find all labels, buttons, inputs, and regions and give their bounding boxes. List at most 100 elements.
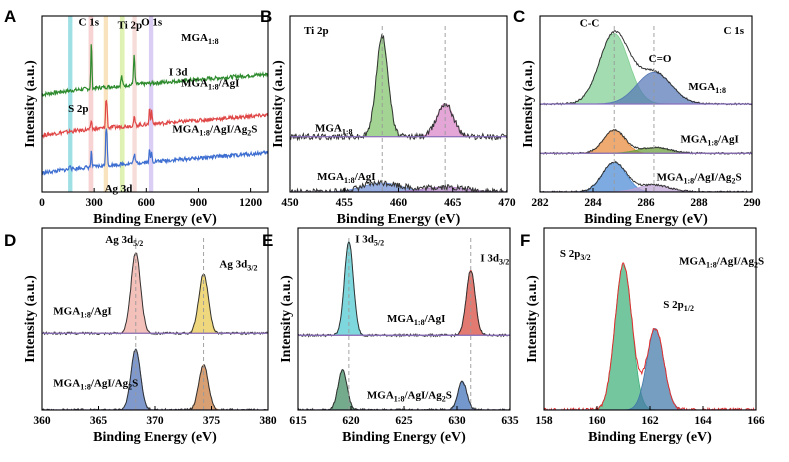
x-tick-label: 900 <box>190 197 208 209</box>
series-line <box>42 128 268 176</box>
x-tick-label: 162 <box>641 415 659 427</box>
x-tick-label: 158 <box>535 415 553 427</box>
annotation-label: Ag 3d5/2 <box>105 234 143 248</box>
panel-c: C 282 284 286 288 290 Binding Energy (eV) Inten… <box>513 7 761 227</box>
peak-component <box>298 269 510 336</box>
plot-frame <box>289 15 508 193</box>
annotation-label: MGA1:8/AgI <box>53 306 111 320</box>
plot-area <box>290 26 507 192</box>
x-tick-label: 166 <box>747 415 765 427</box>
x-tick-label: 360 <box>33 415 51 427</box>
annotation-label: I 3d <box>169 67 188 79</box>
series-line <box>42 44 268 98</box>
x-tick-label: 470 <box>498 197 516 209</box>
x-tick-label: 460 <box>390 197 408 209</box>
panel-a: A 0 300 600 900 1200 Binding Energy (eV) Intens… <box>4 7 269 227</box>
envelope-line <box>290 179 507 192</box>
x-tick-label: 450 <box>281 197 299 209</box>
region-band <box>68 16 73 192</box>
x-axis-title: Binding Energy (eV) <box>584 212 708 227</box>
panel-letter: A <box>4 7 16 26</box>
x-tick-label: 288 <box>690 197 708 209</box>
x-tick-label: 300 <box>86 197 104 209</box>
x-axis-title: Binding Energy (eV) <box>342 430 466 445</box>
x-axis-title: Binding Energy (eV) <box>588 430 712 445</box>
x-tick-label: 365 <box>90 415 108 427</box>
panel-e: E 615 620 625 630 635 Binding Energy (eV) Inten… <box>262 227 519 445</box>
x-tick-label: 455 <box>336 197 354 209</box>
y-axis-title: Intensity (a.u.) <box>23 275 38 363</box>
plot-area <box>42 16 268 192</box>
annotation-label: MGA1:8/AgI/Ag2S <box>679 255 764 269</box>
panel-letter: C <box>513 7 525 26</box>
x-tick-label: 0 <box>39 197 45 209</box>
annotation-label: Ti 2p <box>118 20 143 32</box>
annotation-label: O 1s <box>141 16 163 28</box>
annotation-label: Ag 3d3/2 <box>219 258 257 272</box>
x-tick-label: 290 <box>743 197 761 209</box>
panel-letter: E <box>262 231 273 250</box>
envelope-line <box>544 261 756 410</box>
panel-title: C 1s <box>724 25 745 37</box>
annotation-label: MGA1:8/AgI <box>387 313 445 327</box>
annotation-label: MGA1:8/AgI/Ag2S <box>53 377 138 391</box>
y-axis-title: Intensity (a.u.) <box>521 60 536 148</box>
annotation-label: C-C <box>580 18 600 30</box>
panel-f: F 158 160 162 164 166 Binding Energy (eV) Inten… <box>520 227 765 445</box>
x-tick-label: 1200 <box>239 197 262 209</box>
annotation-label: S 2p3/2 <box>560 248 591 262</box>
annotation-label: S 2p <box>68 103 89 115</box>
region-band <box>132 16 137 192</box>
annotation-label: MGA1:8/AgI/Ag2S <box>657 172 742 186</box>
annotation-label: MGA1:8/AgI <box>317 171 375 185</box>
plot-area <box>298 238 510 410</box>
y-axis-title: Intensity (a.u.) <box>271 60 286 148</box>
x-tick-label: 630 <box>448 415 466 427</box>
panel-d: D 360 365 370 375 380 Binding Energy (eV) Inten… <box>4 227 277 445</box>
panel-letter: B <box>260 7 272 26</box>
region-band <box>119 16 125 192</box>
y-axis-title: Intensity (a.u.) <box>525 275 540 363</box>
annotation-label: MGA1:8 <box>315 123 353 137</box>
x-tick-label: 160 <box>588 415 606 427</box>
x-tick-label: 635 <box>501 415 519 427</box>
x-tick-label: 286 <box>637 197 655 209</box>
plot-frame <box>41 15 269 193</box>
annotation-label: S 2p1/2 <box>663 299 694 313</box>
annotation-label: Ag 3d <box>105 183 133 195</box>
x-tick-label: 615 <box>289 415 307 427</box>
x-tick-label: 282 <box>531 197 549 209</box>
annotation-label: MGA1:8/AgI <box>181 78 239 92</box>
x-tick-label: 465 <box>444 197 462 209</box>
x-axis-title: Binding Energy (eV) <box>93 212 217 227</box>
x-tick-label: 370 <box>146 415 164 427</box>
x-axis-title: Binding Energy (eV) <box>93 430 217 445</box>
annotation-label: MGA1:8/AgI/Ag2S <box>172 123 257 137</box>
plot-area <box>540 26 752 192</box>
annotation-label: I 3d5/2 <box>355 233 384 247</box>
x-tick-label: 284 <box>584 197 602 209</box>
panel-b: B 450 455 460 465 470 Binding Energy (eV) Inten… <box>260 7 516 227</box>
region-band <box>148 16 154 192</box>
panel-title: Ti 2p <box>304 25 329 37</box>
x-tick-label: 625 <box>395 415 413 427</box>
region-band <box>88 16 94 192</box>
annotation-label: I 3d3/2 <box>480 253 509 267</box>
annotation-label: MGA1:8/AgI <box>680 134 738 148</box>
x-tick-label: 164 <box>694 415 712 427</box>
annotation-label: MGA1:8 <box>181 32 219 46</box>
x-tick-label: 380 <box>259 415 277 427</box>
y-axis-title: Intensity (a.u.) <box>23 60 38 148</box>
peak-component <box>42 273 268 334</box>
x-axis-title: Binding Energy (eV) <box>337 212 461 227</box>
annotation-label: MGA1:8/AgI/Ag2S <box>367 390 452 404</box>
series-line <box>42 99 268 139</box>
panel-letter: F <box>520 231 530 250</box>
y-axis-title: Intensity (a.u.) <box>279 275 294 363</box>
x-tick-label: 620 <box>342 415 360 427</box>
annotation-label: C 1s <box>79 16 100 28</box>
annotation-label: MGA1:8 <box>688 81 726 95</box>
x-tick-label: 375 <box>203 415 221 427</box>
x-tick-label: 600 <box>138 197 156 209</box>
